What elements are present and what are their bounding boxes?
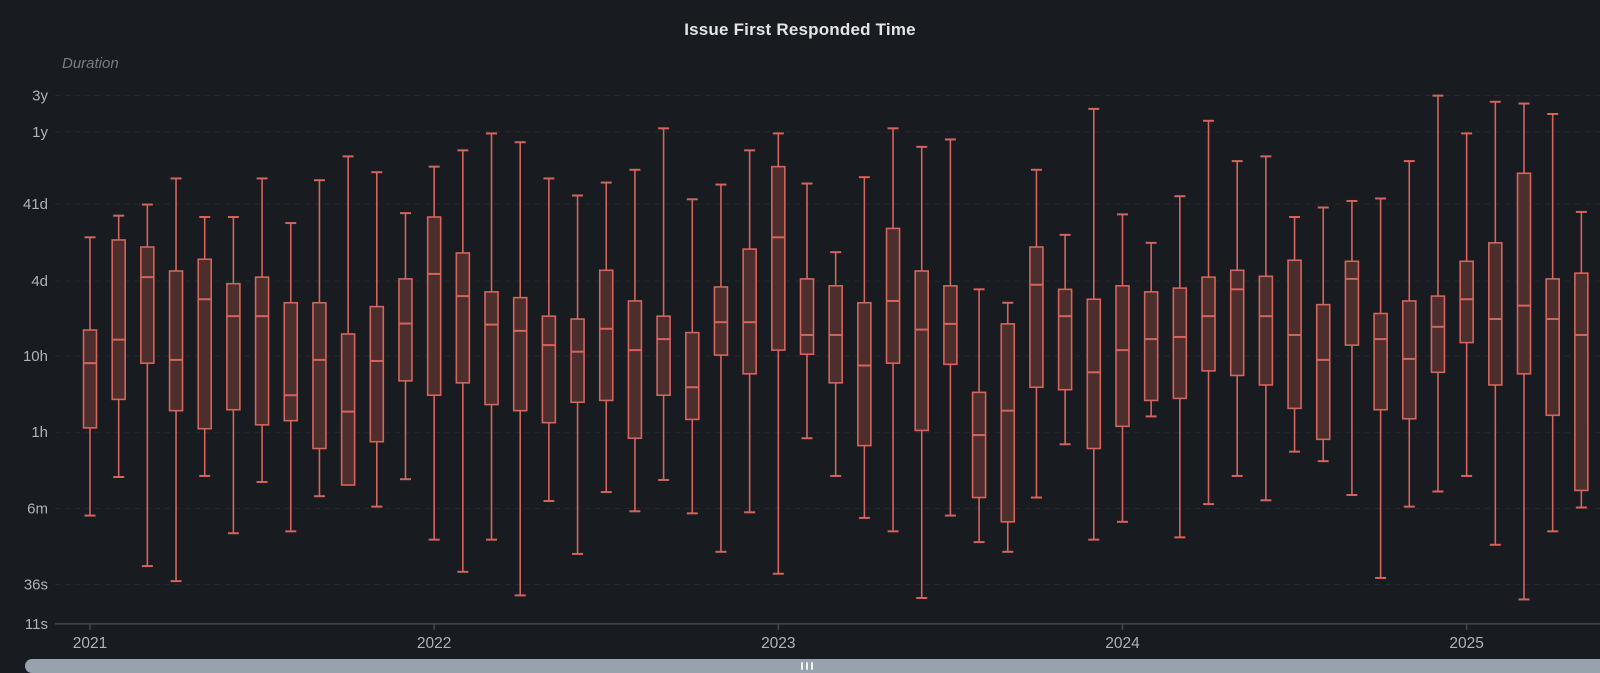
boxplot-month-2023-05[interactable] [885,127,901,533]
boxplot-month-2022-11[interactable] [713,183,729,553]
y-tick-label-1h: 1h [31,424,48,441]
y-tick-label-1y: 1y [32,124,48,141]
boxplot-month-2023-07[interactable] [943,138,958,517]
boxplot-month-2021-12[interactable] [398,212,413,481]
horizontal-scrollbar[interactable] [25,659,1600,673]
boxplot-month-2024-10[interactable] [1373,197,1388,579]
boxplot-month-2021-09[interactable] [312,179,327,498]
boxplot-month-2024-11[interactable] [1401,160,1417,508]
boxplot-month-2024-07[interactable] [1287,216,1302,453]
boxplot-month-2024-12[interactable] [1430,94,1446,493]
boxplot-month-2024-05[interactable] [1229,160,1245,477]
boxplot-month-2024-01[interactable] [1115,213,1130,523]
boxplot-month-2023-10[interactable] [1029,168,1044,499]
boxplot-month-2022-09[interactable] [656,127,671,481]
y-tick-label-36s: 36s [24,577,48,594]
boxplot-month-2021-11[interactable] [369,171,385,508]
boxplot-month-2024-03[interactable] [1172,195,1188,539]
boxplot-month-2022-05[interactable] [541,177,557,503]
boxplot-month-2023-12[interactable] [1086,107,1102,541]
boxplot-month-2023-03[interactable] [828,251,843,477]
x-tick-label-2023: 2023 [761,635,795,652]
boxplot-month-2022-06[interactable] [570,194,585,555]
boxplot-month-2021-10[interactable] [340,155,356,486]
boxplot-month-2021-03[interactable] [140,203,155,568]
boxplot-month-2023-06[interactable] [914,145,930,600]
boxplot-month-2023-01[interactable] [771,132,786,575]
boxplot-month-2021-08[interactable] [283,222,299,533]
boxplot-month-2021-01[interactable] [82,236,98,517]
boxplot-month-2022-08[interactable] [627,168,643,513]
x-tick-label-2024: 2024 [1105,635,1140,652]
boxplot-month-2021-04[interactable] [168,177,184,583]
boxplot-month-2024-04[interactable] [1201,119,1216,506]
boxplot-month-2023-09[interactable] [1000,301,1016,553]
boxplot-month-2023-04[interactable] [857,176,872,519]
boxplot-month-2024-09[interactable] [1344,199,1360,496]
boxplot-month-2021-05[interactable] [197,216,213,477]
boxplot-month-2024-06[interactable] [1258,155,1274,502]
boxplot-month-2025-02[interactable] [1488,100,1503,546]
boxplot-month-2022-07[interactable] [598,181,614,494]
scrollbar-grip-icon[interactable] [801,662,813,670]
y-axis-title-duration: Duration [62,55,119,72]
boxplot-month-2021-07[interactable] [254,177,270,483]
x-tick-label-2022: 2022 [417,635,451,652]
y-tick-label-4d: 4d [31,273,48,290]
boxplot-month-2023-08[interactable] [971,288,987,544]
boxplot-month-2022-12[interactable] [742,149,757,514]
x-tick-label-2021: 2021 [73,635,107,652]
boxplot-month-2022-03[interactable] [484,132,499,541]
y-tick-label-6m: 6m [27,500,48,517]
boxplot-month-2024-02[interactable] [1143,241,1159,418]
y-tick-label-11s: 11s [25,616,48,633]
y-tick-label-3y: 3y [32,87,48,104]
boxplot-month-2025-03[interactable] [1516,102,1532,601]
boxplot-month-2021-06[interactable] [226,216,241,535]
panel-title: Issue First Responded Time [684,20,916,39]
boxplot-month-2022-02[interactable] [455,149,471,573]
y-tick-label-41d: 41d [23,196,48,213]
boxplot-month-2023-11[interactable] [1057,233,1073,446]
boxplot-month-2022-10[interactable] [684,198,700,515]
boxplot-month-2022-01[interactable] [426,165,442,541]
boxplot-month-2025-05[interactable] [1574,210,1589,509]
boxplot-month-2023-02[interactable] [799,182,815,440]
boxplot-month-2022-04[interactable] [512,141,528,597]
y-tick-label-10h: 10h [23,348,48,365]
boxplot-month-2025-01[interactable] [1459,132,1474,477]
boxplot-month-2021-02[interactable] [111,214,126,478]
x-tick-label-2025: 2025 [1449,635,1483,652]
boxplot-month-2025-04[interactable] [1545,112,1560,533]
boxplot-month-2024-08[interactable] [1315,206,1331,463]
